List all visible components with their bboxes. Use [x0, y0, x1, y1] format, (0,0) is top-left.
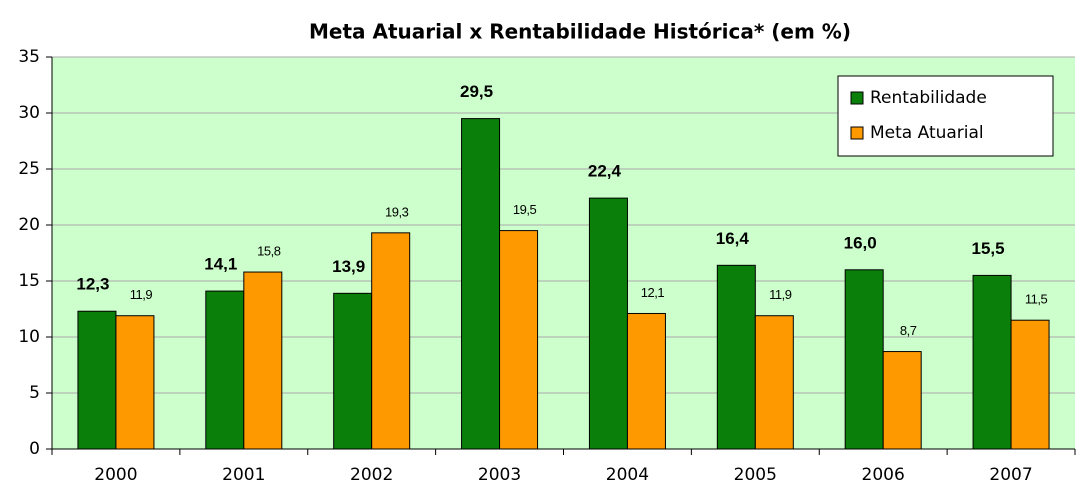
- y-tick-label: 25: [18, 159, 40, 179]
- bar: [972, 274, 1012, 450]
- legend-box: [837, 75, 1054, 157]
- bar: [243, 271, 283, 450]
- x-tick-label: 2000: [94, 465, 137, 485]
- legend-swatch: [850, 126, 864, 140]
- x-tick-label: 2004: [606, 465, 649, 485]
- chart-title: Meta Atuarial x Rentabilidade Histórica*…: [309, 20, 851, 44]
- data-label: 11,9: [130, 287, 153, 302]
- y-tick-label: 35: [18, 47, 40, 67]
- data-label: 29,5: [460, 82, 493, 101]
- data-label: 16,0: [844, 233, 877, 252]
- y-tick-label: 15: [18, 271, 40, 291]
- bar: [333, 292, 373, 450]
- legend-swatch: [850, 91, 864, 105]
- bar: [499, 230, 539, 450]
- bar: [461, 118, 501, 450]
- data-label: 22,4: [588, 162, 622, 181]
- bar: [716, 264, 756, 450]
- data-label: 14,1: [204, 255, 237, 274]
- legend-label: Rentabilidade: [870, 88, 987, 108]
- data-label: 11,9: [769, 287, 792, 302]
- x-tick-label: 2007: [989, 465, 1032, 485]
- y-tick-label: 30: [18, 103, 40, 123]
- bar: [77, 310, 117, 450]
- y-tick-label: 20: [18, 215, 40, 235]
- data-label: 16,4: [716, 229, 750, 248]
- data-label: 15,5: [972, 239, 1005, 258]
- data-label: 8,7: [900, 323, 917, 338]
- y-tick-label: 5: [29, 383, 40, 403]
- bar: [754, 315, 794, 450]
- bar: [626, 312, 666, 450]
- x-tick-label: 2005: [734, 465, 777, 485]
- bar: [882, 351, 922, 450]
- data-label: 13,9: [332, 257, 365, 276]
- data-label: 19,3: [385, 204, 409, 219]
- bar: [371, 232, 411, 450]
- x-tick-label: 2003: [478, 465, 521, 485]
- bar: [1010, 319, 1050, 450]
- data-label: 11,5: [1025, 292, 1048, 307]
- bar: [205, 290, 245, 450]
- y-tick-label: 0: [29, 439, 40, 459]
- x-tick-label: 2001: [222, 465, 265, 485]
- data-label: 12,3: [76, 275, 109, 294]
- y-tick-label: 10: [18, 327, 40, 347]
- x-tick-label: 2002: [350, 465, 393, 485]
- legend-label: Meta Atuarial: [870, 123, 984, 143]
- data-label: 19,5: [513, 202, 537, 217]
- data-label: 15,8: [257, 243, 281, 258]
- bar: [588, 197, 628, 450]
- x-tick-label: 2006: [862, 465, 905, 485]
- data-label: 12,1: [641, 285, 665, 300]
- bar: [115, 315, 155, 450]
- bar: [844, 269, 884, 450]
